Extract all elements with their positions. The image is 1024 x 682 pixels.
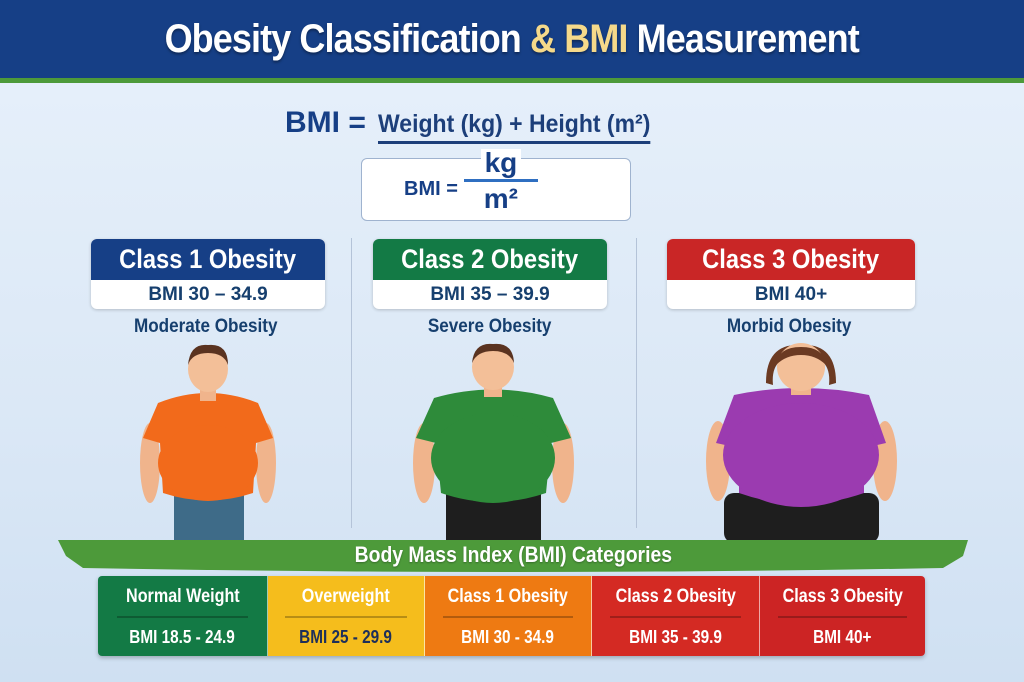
category-name: Class 1 Obesity [437, 580, 579, 614]
category-range-text: BMI 35 - 39.9 [629, 626, 722, 647]
category-name-text: Class 1 Obesity [447, 586, 569, 607]
category-separator [443, 616, 573, 618]
category-range-text: BMI 25 - 29.9 [299, 626, 393, 647]
fraction-denominator: m² [483, 183, 519, 214]
bmi-categories-table: Normal Weight BMI 18.5 - 24.9 Overweight… [98, 576, 925, 656]
category-range: BMI 40+ [808, 622, 877, 652]
category-separator [285, 616, 407, 618]
category-range-text: BMI 30 - 34.9 [461, 626, 555, 647]
category-range: BMI 25 - 29.9 [291, 622, 400, 652]
class-3-title-text: Class 3 Obesity [702, 244, 880, 274]
category-class-3-obesity: Class 3 Obesity BMI 40+ [760, 576, 925, 656]
class-1-card: Class 1 Obesity BMI 30 – 34.9 [91, 239, 325, 309]
fraction: kg m² [463, 149, 538, 214]
category-range-text: BMI 18.5 - 24.9 [129, 626, 236, 647]
class-2-title: Class 2 Obesity [373, 239, 607, 280]
category-range: BMI 18.5 - 24.9 [120, 622, 244, 652]
title-part2: Measurement [636, 16, 860, 61]
class-2-description-text: Severe Obesity [428, 316, 552, 337]
class-3-description-text: Morbid Obesity [726, 316, 852, 337]
category-range: BMI 30 - 34.9 [453, 622, 562, 652]
column-divider [636, 238, 637, 528]
category-separator [778, 616, 907, 618]
class-3-card: Class 3 Obesity BMI 40+ [667, 239, 915, 309]
class-1-range: BMI 30 – 34.9 [148, 283, 268, 305]
banner-ribbon-shape [58, 540, 968, 572]
category-name: Normal Weight [116, 580, 250, 614]
category-overweight: Overweight BMI 25 - 29.9 [268, 576, 425, 656]
category-separator [610, 616, 741, 618]
header-bar: Obesity Classification & BMI Measurement [0, 0, 1024, 83]
category-name: Class 2 Obesity [605, 580, 747, 614]
class-2-title-text: Class 2 Obesity [401, 244, 579, 274]
category-name: Class 3 Obesity [772, 580, 914, 614]
categories-banner: Body Mass Index (BMI) Categories [58, 536, 968, 573]
category-range: BMI 35 - 39.9 [621, 622, 730, 652]
bmi-fraction-box: BMI = kg m² [361, 149, 631, 221]
person-class-2-illustration [413, 343, 574, 543]
formula-lhs: BMI = [285, 106, 366, 139]
fraction-numerator: kg [480, 149, 522, 177]
category-name: Overweight [294, 580, 397, 614]
category-separator [116, 616, 249, 618]
class-3-range: BMI 40+ [754, 283, 828, 305]
category-normal-weight: Normal Weight BMI 18.5 - 24.9 [98, 576, 268, 656]
category-name-text: Class 3 Obesity [782, 586, 903, 607]
class-2-card: Class 2 Obesity BMI 35 – 39.9 [373, 239, 607, 309]
category-name-text: Normal Weight [125, 586, 240, 607]
class-1-description: Moderate Obesity [86, 316, 326, 338]
title-accent: BMI [564, 16, 629, 61]
class-3-description: Morbid Obesity [669, 316, 909, 338]
category-name-text: Overweight [302, 586, 390, 607]
fraction-lhs: BMI = [404, 178, 458, 200]
banner-title: Body Mass Index (BMI) Categories [354, 541, 672, 567]
category-class-2-obesity: Class 2 Obesity BMI 35 - 39.9 [592, 576, 760, 656]
class-3-title: Class 3 Obesity [667, 239, 915, 280]
category-class-1-obesity: Class 1 Obesity BMI 30 - 34.9 [425, 576, 592, 656]
formula-rhs: Weight (kg) + Height (m²) [377, 110, 651, 144]
class-1-description-text: Moderate Obesity [134, 316, 278, 337]
title-part1: Obesity Classification [164, 16, 522, 61]
category-range-text: BMI 40+ [813, 626, 872, 647]
person-class-1-illustration [140, 344, 276, 543]
class-1-title: Class 1 Obesity [91, 239, 325, 280]
bmi-formula: BMI = Weight (kg) + Height (m²) [285, 106, 705, 146]
title-ampersand: & [530, 16, 556, 61]
fraction-bar [463, 179, 538, 182]
person-class-3-illustration [706, 343, 897, 543]
class-2-description: Severe Obesity [370, 316, 610, 338]
class-2-range: BMI 35 – 39.9 [430, 283, 550, 305]
category-name-text: Class 2 Obesity [615, 586, 736, 607]
page-title: Obesity Classification & BMI Measurement [164, 16, 860, 62]
column-divider [351, 238, 352, 528]
class-1-title-text: Class 1 Obesity [119, 244, 297, 274]
